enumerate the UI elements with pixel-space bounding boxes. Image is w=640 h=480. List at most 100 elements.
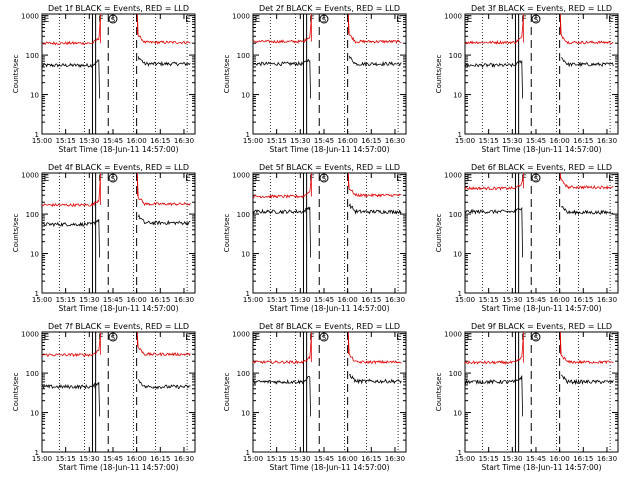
eclipse-flag-label: E [185, 15, 191, 25]
panel-title: Det 8f BLACK = Events, RED = LLD [259, 322, 400, 331]
saa-flag-label: S [111, 16, 116, 24]
x-tick-label: 15:45 [314, 296, 334, 304]
x-tick-label: 16:00 [127, 455, 147, 463]
lld-series-line [560, 17, 614, 45]
x-tick-label: 16:15 [150, 296, 170, 304]
x-tick-label: 15:45 [314, 455, 334, 463]
x-tick-label: 15:45 [103, 296, 123, 304]
saa-flag-circle [108, 14, 118, 24]
eclipse-flag-label: E [608, 174, 614, 184]
y-tick-label: 100 [449, 370, 462, 378]
events-series-line [41, 219, 100, 258]
eclipse-flag-label: E [255, 333, 261, 343]
y-tick-label: 100 [237, 211, 250, 219]
lld-series-line [137, 17, 191, 45]
x-tick-label: 15:30 [502, 455, 522, 463]
y-tick-label: 1 [458, 449, 462, 457]
x-tick-label: 15:00 [455, 137, 475, 145]
y-tick-label: 1000 [232, 331, 250, 339]
lld-series-line [42, 17, 101, 46]
y-tick-label: 1 [458, 290, 462, 298]
x-tick-label: 16:00 [338, 137, 358, 145]
y-tick-label: 1 [35, 449, 39, 457]
x-tick-label: 15:45 [314, 137, 334, 145]
panel-title: Det 4f BLACK = Events, RED = LLD [48, 163, 189, 172]
lld-series-line [348, 176, 402, 198]
x-tick-label: 15:15 [479, 455, 499, 463]
saa-flag-label: S [111, 175, 116, 183]
flare-flag-label: F [98, 15, 103, 25]
eclipse-flag-label: E [185, 333, 191, 343]
y-tick-label: 1000 [232, 13, 250, 21]
x-tick-label: 15:45 [103, 455, 123, 463]
lld-series-line [348, 17, 402, 45]
events-series-line [137, 379, 191, 390]
x-tick-label: 16:00 [550, 455, 570, 463]
flare-flag-label: F [309, 174, 314, 184]
panel-title: Det 7f BLACK = Events, RED = LLD [48, 322, 189, 331]
panel-1: Det 1f BLACK = Events, RED = LLD 1 10 100 10… [12, 4, 196, 154]
eclipse-flag-label: E [44, 15, 50, 25]
x-tick-label: 16:15 [573, 455, 593, 463]
eclipse-flag-label: E [255, 15, 261, 25]
plot-frame [252, 13, 407, 135]
x-tick-label: 15:30 [79, 455, 99, 463]
x-tick-label: 16:15 [573, 137, 593, 145]
saa-flag-circle [319, 173, 329, 183]
y-axis-label: Counts/sec [223, 55, 231, 94]
x-tick-label: 16:15 [361, 455, 381, 463]
y-tick-label: 10 [30, 92, 39, 100]
y-tick-label: 100 [26, 370, 39, 378]
x-tick-label: 16:30 [174, 296, 194, 304]
eclipse-flag-label: E [44, 174, 50, 184]
x-tick-label: 15:30 [79, 296, 99, 304]
x-tick-label: 15:15 [267, 137, 287, 145]
x-tick-label: 15:30 [502, 137, 522, 145]
eclipse-flag-label: E [608, 15, 614, 25]
events-series-line [41, 59, 100, 99]
events-series-line [464, 60, 523, 99]
eclipse-flag-label: E [396, 174, 402, 184]
x-tick-label: 16:30 [597, 455, 617, 463]
x-tick-label: 16:15 [361, 296, 381, 304]
panel-title: Det 6f BLACK = Events, RED = LLD [471, 163, 612, 172]
events-series-line [41, 381, 100, 417]
saa-flag-circle [531, 14, 541, 24]
panel-title: Det 1f BLACK = Events, RED = LLD [48, 4, 189, 13]
lld-series-line [464, 176, 524, 191]
lld-series-line [137, 335, 191, 357]
events-series-line [560, 205, 614, 216]
x-axis-label: Start Time (18-Jun-11 14:57:00) [59, 304, 179, 313]
lld-series-line [137, 176, 191, 207]
plot-frame [41, 172, 196, 294]
events-series-line [137, 214, 191, 226]
panel-title: Det 3f BLACK = Events, RED = LLD [471, 4, 612, 13]
x-axis-label: Start Time (18-Jun-11 14:57:00) [59, 463, 179, 472]
flare-flag-label: F [521, 174, 526, 184]
x-tick-label: 16:00 [550, 296, 570, 304]
eclipse-flag-label: E [255, 174, 261, 184]
saa-flag-label: S [534, 16, 539, 24]
lld-series-line [41, 335, 101, 358]
flare-flag-label: F [521, 15, 526, 25]
events-series-line [252, 375, 311, 417]
y-tick-label: 10 [241, 251, 250, 259]
events-series-line [252, 58, 311, 99]
events-series-line [464, 206, 523, 258]
x-tick-label: 16:15 [150, 137, 170, 145]
plot-frame [41, 331, 196, 453]
x-tick-label: 15:00 [32, 137, 52, 145]
y-tick-label: 100 [449, 211, 462, 219]
y-tick-label: 1 [246, 290, 250, 298]
x-tick-label: 16:00 [338, 296, 358, 304]
y-tick-label: 100 [26, 52, 39, 60]
y-tick-label: 10 [30, 251, 39, 259]
y-tick-label: 1000 [444, 331, 462, 339]
x-tick-label: 15:15 [267, 296, 287, 304]
saa-flag-label: S [534, 334, 539, 342]
events-series-line [348, 203, 402, 215]
y-axis-label: Counts/sec [435, 373, 443, 412]
x-tick-label: 15:15 [267, 455, 287, 463]
lld-series-line [348, 335, 402, 365]
x-tick-label: 15:30 [79, 137, 99, 145]
